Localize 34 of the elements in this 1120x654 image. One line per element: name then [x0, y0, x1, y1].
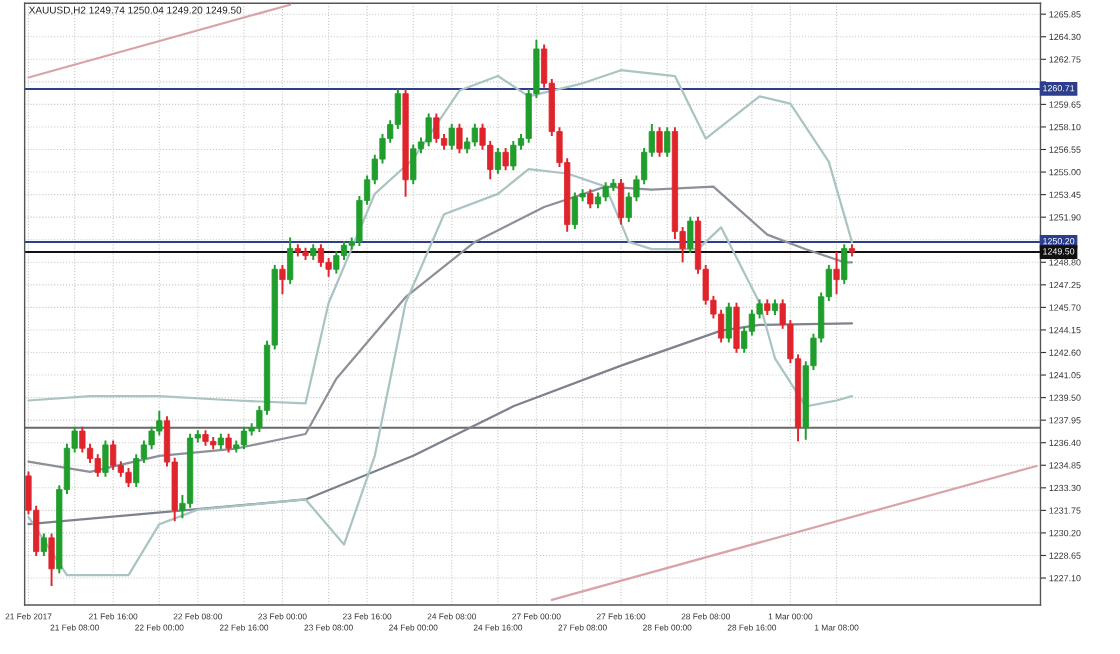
candlestick — [571, 191, 578, 230]
candlestick — [510, 139, 517, 172]
candlestick — [317, 243, 325, 268]
candlestick — [687, 215, 694, 254]
candlestick — [102, 439, 109, 478]
candlestick — [287, 236, 294, 285]
candlestick — [502, 146, 509, 172]
line-series — [27, 168, 854, 577]
candlestick — [733, 301, 740, 354]
candlestick — [494, 146, 502, 175]
candlestick — [110, 439, 117, 471]
candlestick — [48, 532, 55, 587]
line-series — [27, 69, 854, 405]
candlestick — [833, 251, 840, 296]
candlestick — [587, 188, 594, 210]
candlestick — [279, 263, 286, 296]
candlestick — [617, 177, 625, 226]
candlestick — [471, 122, 478, 148]
line-series — [27, 185, 854, 473]
candlestick — [602, 181, 609, 203]
candlestick — [433, 112, 440, 144]
candlestick — [841, 243, 848, 285]
candlestick — [664, 126, 671, 158]
candlestick — [425, 112, 432, 148]
candlestick — [456, 122, 463, 155]
candlestick — [410, 143, 417, 186]
candlestick — [240, 425, 248, 451]
candlestick — [448, 122, 455, 151]
candlestick — [656, 126, 663, 158]
candlestick — [225, 432, 232, 454]
candlestick — [40, 532, 47, 557]
candlestick — [725, 301, 732, 344]
candlestick — [125, 467, 132, 489]
candlestick — [717, 308, 725, 344]
